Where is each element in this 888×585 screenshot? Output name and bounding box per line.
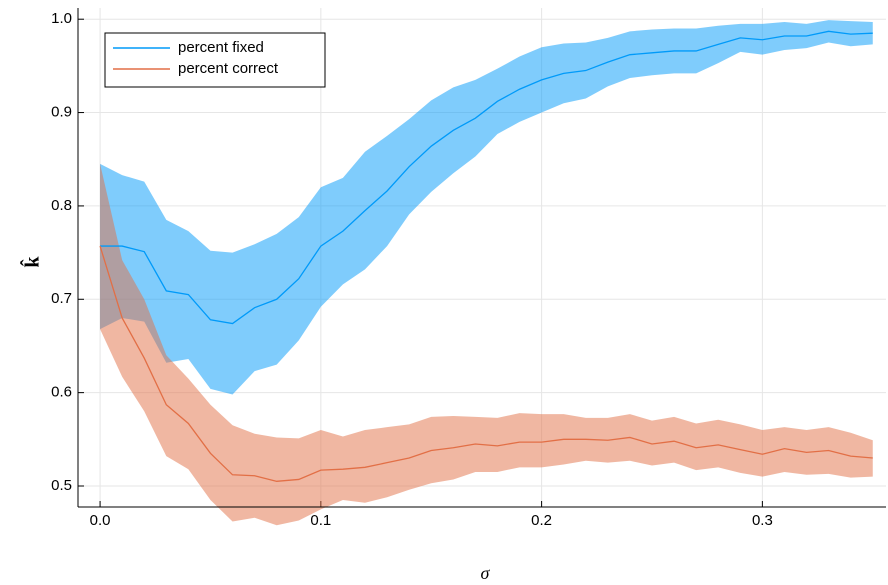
- x-axis-label: σ: [481, 563, 491, 583]
- band: [100, 163, 873, 526]
- band: [100, 20, 873, 395]
- y-tick-label: 0.8: [51, 197, 72, 214]
- y-tick-label: 1.0: [51, 10, 72, 27]
- x-tick-label: 0.1: [310, 512, 331, 529]
- x-tick-label: 0.2: [531, 512, 552, 529]
- y-tick-label: 0.5: [51, 477, 72, 494]
- legend-label: percent correct: [178, 60, 279, 77]
- y-tick-label: 0.7: [51, 290, 72, 307]
- line: [100, 30, 873, 325]
- y-tick-label: 0.6: [51, 384, 72, 401]
- y-axis-label: k̂: [19, 256, 44, 268]
- y-tick-label: 0.9: [51, 104, 72, 121]
- legend-box: [104, 32, 326, 88]
- line: [99, 245, 873, 482]
- x-tick-label: 0.3: [752, 512, 773, 529]
- x-tick-label: 0.0: [90, 512, 111, 529]
- legend-label: percent fixed: [178, 39, 264, 56]
